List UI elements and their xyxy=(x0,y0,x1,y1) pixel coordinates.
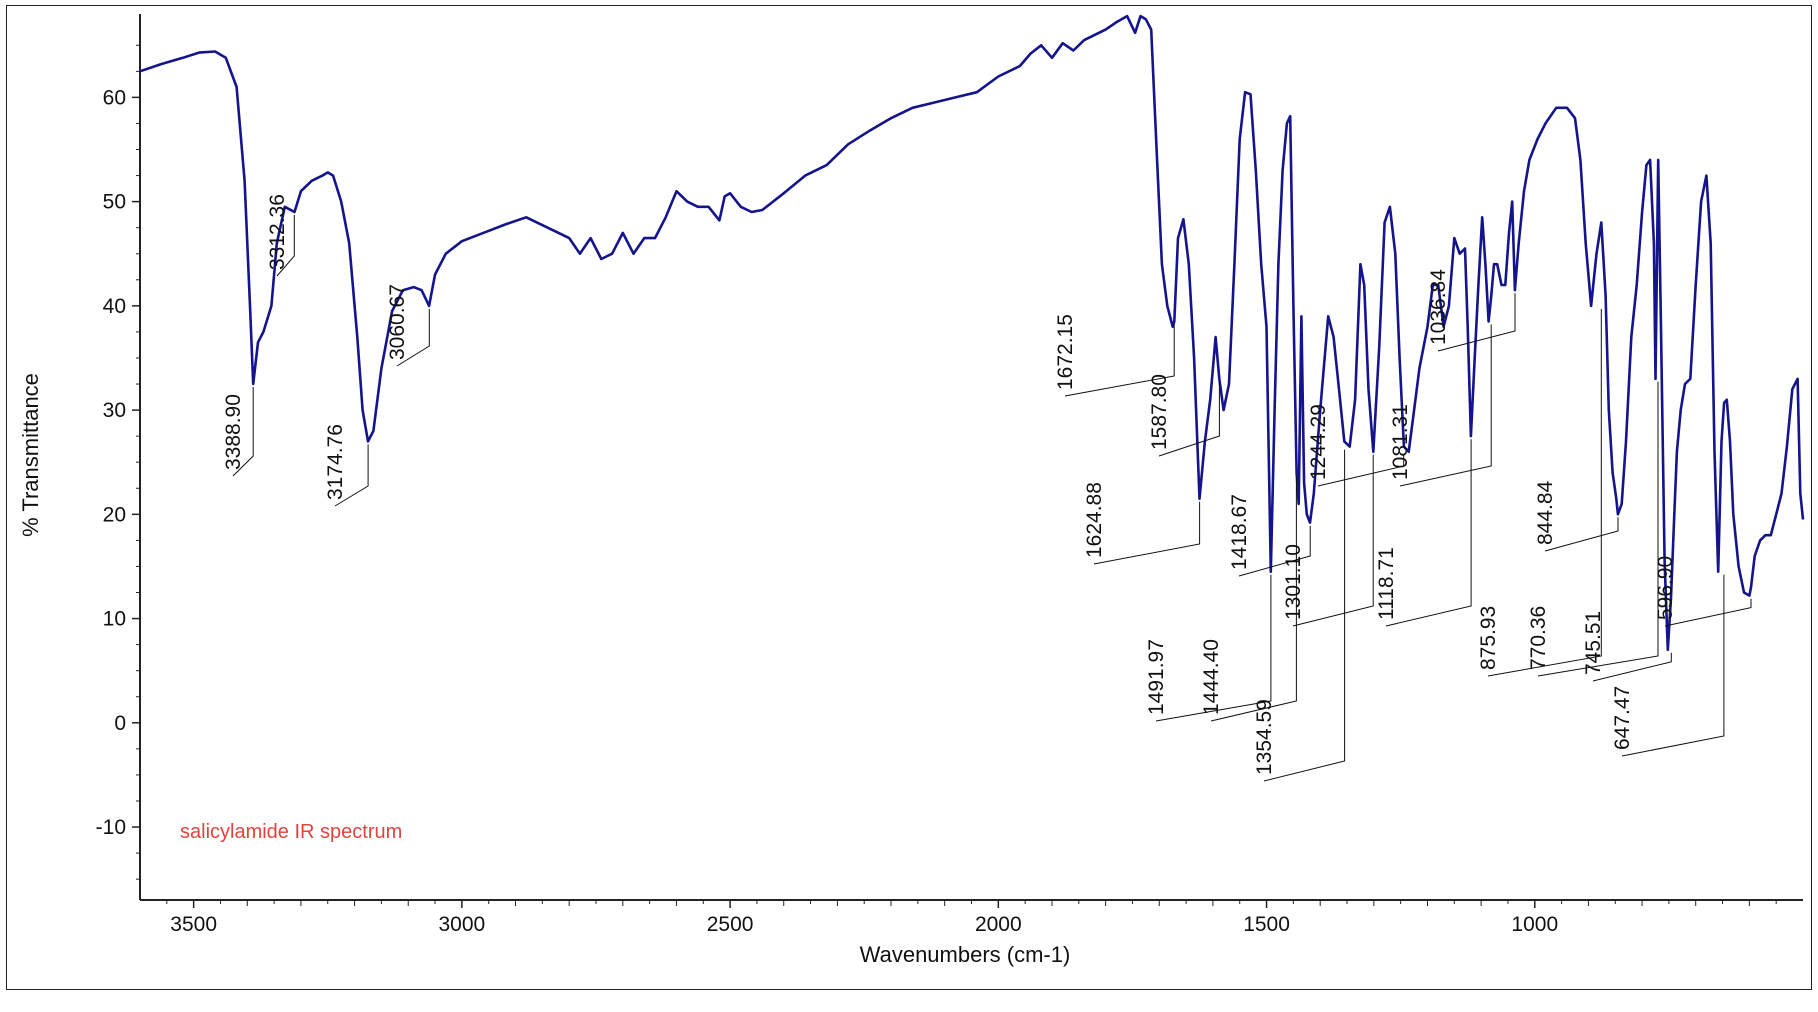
x-tick-label: 3000 xyxy=(439,913,486,936)
peak-leader-line xyxy=(1317,454,1405,487)
x-axis-title: Wavenumbers (cm-1) xyxy=(860,942,1071,967)
peak-leader-line xyxy=(1292,454,1374,627)
peak-label: 1491.97 xyxy=(1145,639,1168,715)
peak-leader-line xyxy=(396,308,430,367)
peak-leader-line xyxy=(1210,475,1297,722)
y-tick-label: 40 xyxy=(103,295,126,318)
peak-label: 1672.15 xyxy=(1054,314,1077,390)
peak-label: 3388.90 xyxy=(222,394,245,470)
peak-leader-line xyxy=(334,444,369,507)
y-tick-label: -10 xyxy=(96,816,126,839)
peak-label: 1301.10 xyxy=(1282,544,1305,620)
peak-label: 1587.80 xyxy=(1148,374,1171,450)
peak-label: 1418.67 xyxy=(1228,494,1251,570)
x-tick-label: 1500 xyxy=(1243,913,1290,936)
chart-annotation: salicylamide IR spectrum xyxy=(180,821,402,843)
x-tick-label: 2000 xyxy=(975,913,1022,936)
peak-leader-line xyxy=(1238,525,1311,577)
peak-label: 1244.29 xyxy=(1307,404,1330,480)
peak-label: 1444.40 xyxy=(1200,639,1223,715)
x-tick-label: 3500 xyxy=(170,913,217,936)
peak-leader-line xyxy=(1155,574,1272,722)
peak-label: 3174.76 xyxy=(324,424,347,500)
peak-leader-line xyxy=(1158,381,1220,457)
peak-leader-line xyxy=(1621,574,1725,757)
chart-frame xyxy=(6,5,1812,990)
y-tick-label: 50 xyxy=(103,191,126,214)
peak-label: 3060.67 xyxy=(386,284,409,360)
peak-leader-line xyxy=(1399,324,1492,487)
peak-label: 647.47 xyxy=(1611,686,1634,750)
peak-label: 596.90 xyxy=(1654,556,1677,620)
peak-leader-line xyxy=(1664,598,1752,627)
series-line-salicylamide xyxy=(139,14,1805,652)
y-tick-label: 60 xyxy=(103,86,126,109)
peak-leader-line xyxy=(1437,293,1516,352)
peak-label: 1118.71 xyxy=(1375,547,1398,620)
peak-label: 1354.59 xyxy=(1253,699,1276,775)
y-tick-label: 10 xyxy=(103,608,126,631)
peak-leader-line xyxy=(1064,324,1175,397)
peak-label: 3312.36 xyxy=(266,194,289,270)
peak-leader-line xyxy=(1544,517,1619,552)
peak-label: 1036.84 xyxy=(1427,269,1450,345)
x-tick-label: 1000 xyxy=(1511,913,1558,936)
peak-leader-line xyxy=(1592,652,1672,682)
peak-leader-line xyxy=(232,387,254,477)
peak-label: 1081.31 xyxy=(1389,404,1412,480)
peak-leader-line xyxy=(276,215,295,277)
y-tick-label: 30 xyxy=(103,399,126,422)
peak-leader-line xyxy=(1537,381,1659,677)
y-axis-title: % Transmittance xyxy=(18,373,43,537)
peak-leader-line xyxy=(1385,439,1472,627)
peak-leader-line xyxy=(1263,449,1346,782)
y-tick-label: 20 xyxy=(103,503,126,526)
peak-leader-line xyxy=(1093,501,1201,565)
y-tick-label: 0 xyxy=(114,712,126,735)
peak-label: 875.93 xyxy=(1477,606,1500,670)
peak-label: 1624.88 xyxy=(1083,482,1106,558)
peak-label: 745.51 xyxy=(1582,611,1605,675)
peak-label: 770.36 xyxy=(1527,606,1550,670)
x-tick-label: 2500 xyxy=(707,913,754,936)
peak-leader-line xyxy=(1487,308,1602,677)
peak-label: 844.84 xyxy=(1534,480,1557,545)
